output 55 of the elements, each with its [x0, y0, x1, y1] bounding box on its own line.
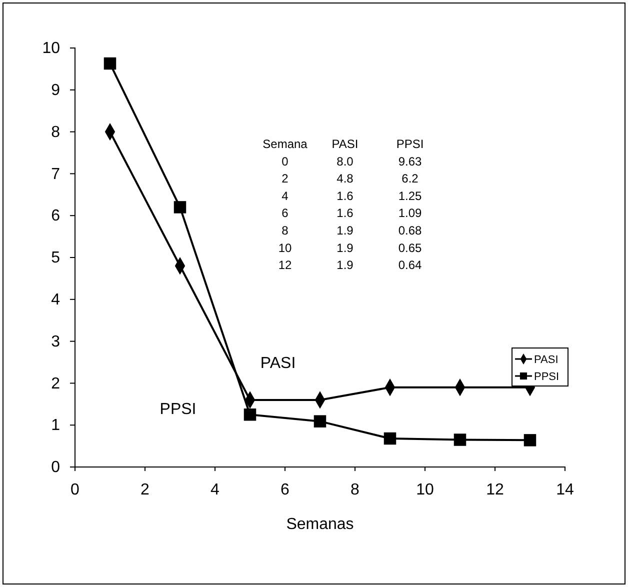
- y-tick-label: 5: [51, 250, 60, 267]
- y-tick-label: 2: [51, 375, 60, 392]
- annotation: 12: [278, 258, 292, 272]
- x-tick-label: 6: [280, 481, 290, 498]
- x-tick-label: 14: [556, 481, 574, 498]
- y-tick-label: 0: [51, 459, 60, 476]
- x-tick-label: 10: [416, 481, 434, 498]
- annotation: 4.8: [336, 172, 354, 186]
- annotation: 0: [282, 154, 289, 168]
- annotation: PASI: [332, 137, 358, 151]
- annotation: 10: [278, 240, 292, 255]
- annotation: 2: [282, 172, 289, 186]
- legend-label: PPSI: [534, 371, 560, 383]
- x-tick-label: 4: [210, 481, 220, 498]
- annotation: 1.25: [398, 188, 422, 203]
- annotation: PASI: [260, 355, 296, 372]
- annotation: PPSI: [160, 401, 196, 418]
- y-tick-label: 4: [51, 292, 60, 309]
- annotation: 0.65: [398, 240, 422, 255]
- point: [454, 434, 466, 446]
- y-tick-label: 8: [51, 124, 60, 141]
- x-tick-label: 2: [140, 481, 150, 498]
- annotation: 1.09: [398, 206, 422, 220]
- y-tick-label: 1: [51, 417, 60, 434]
- annotation: 4: [282, 188, 289, 203]
- y-tick-label: 7: [51, 166, 60, 183]
- point: [384, 432, 396, 445]
- annotation: 1.6: [336, 188, 354, 203]
- point: [104, 57, 116, 70]
- annotation: 0.68: [398, 224, 422, 238]
- y-tick-label: 10: [42, 40, 60, 58]
- x-tick-label: 8: [350, 481, 360, 498]
- x-tick-label: 0: [70, 481, 80, 498]
- annotation: 8.0: [336, 154, 354, 168]
- point: [174, 201, 186, 214]
- annotation: 9.63: [398, 154, 422, 168]
- y-tick-label: 3: [51, 333, 60, 350]
- annotation: 0.64: [398, 258, 422, 272]
- annotation: Semana: [262, 137, 308, 151]
- annotation: 1.9: [336, 224, 354, 238]
- annotation: 1.9: [336, 258, 354, 272]
- point: [244, 408, 256, 421]
- annotation: PPSI: [396, 137, 424, 151]
- y-tick-label: 6: [51, 208, 60, 225]
- y-tick-label: 9: [51, 82, 60, 100]
- legend-label: PASI: [534, 354, 558, 366]
- annotation: 1.9: [336, 240, 354, 255]
- annotation: 6.2: [402, 172, 419, 186]
- x-axis-title: Semanas: [286, 516, 354, 533]
- x-tick-label: 12: [486, 481, 504, 498]
- annotation: 6: [282, 206, 289, 220]
- annotation: 8: [282, 224, 289, 238]
- point: [314, 415, 326, 428]
- point: [524, 434, 536, 446]
- annotation: 1.6: [336, 206, 354, 220]
